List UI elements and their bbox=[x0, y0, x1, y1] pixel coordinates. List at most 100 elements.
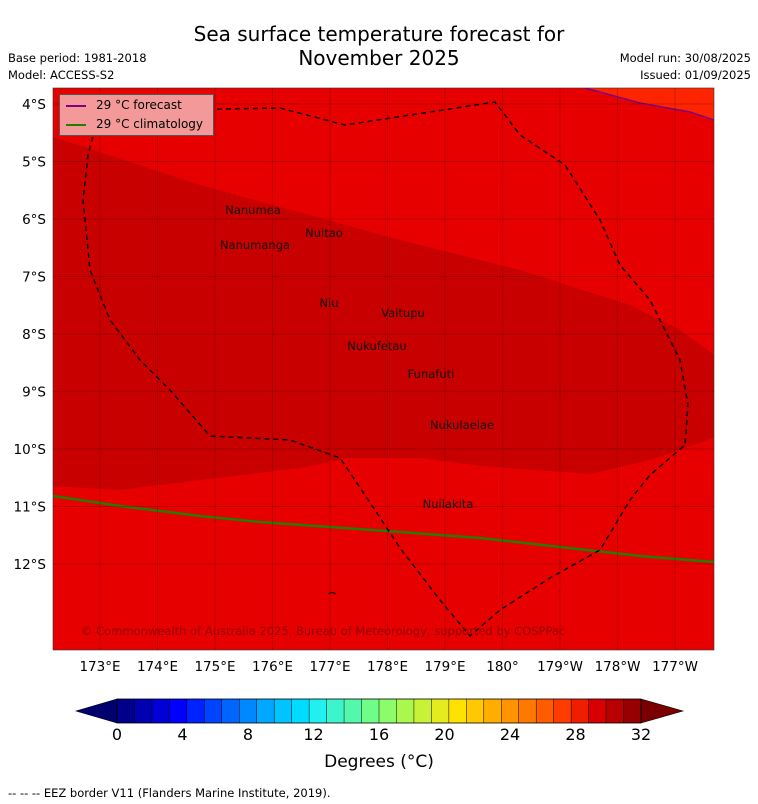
meta-left: Base period: 1981-2018 Model: ACCESS-S2 bbox=[8, 50, 147, 84]
colorbar-swatch bbox=[204, 699, 223, 723]
colorbar-swatch bbox=[448, 699, 467, 723]
island-label-nukufetau: Nukufetau bbox=[347, 339, 406, 353]
lat-tick-label: 7°S bbox=[22, 270, 46, 286]
colorbar-swatch bbox=[134, 699, 153, 723]
island-label-nanumea: Nanumea bbox=[225, 203, 281, 217]
island-labels: Nanumea Nuitao Nanumanga Niu Vaitupu Nukufeta… bbox=[220, 203, 494, 511]
climatology-29c-contour bbox=[53, 494, 714, 564]
colorbar-swatch bbox=[571, 699, 589, 723]
lat-tick-label: 11°S bbox=[14, 500, 47, 516]
legend-forecast: 29 °C forecast bbox=[66, 96, 182, 114]
island-label-funafuti: Funafuti bbox=[408, 367, 455, 381]
title-line-2: November 2025 bbox=[298, 46, 460, 70]
colorbar-swatch bbox=[221, 699, 240, 723]
title-line-1: Sea surface temperature forecast for bbox=[193, 22, 565, 46]
colorbar-swatch bbox=[396, 699, 415, 723]
colorbar-over-arrow bbox=[640, 698, 685, 724]
colorbar-swatch bbox=[151, 699, 170, 723]
latitude-axis: 4°S 5°S 6°S 7°S 8°S 9°S 10°S 11°S 12°S bbox=[14, 97, 47, 573]
colorbar-swatch bbox=[501, 699, 520, 723]
colorbar-swatch bbox=[623, 699, 642, 723]
colorbar-swatch bbox=[553, 699, 572, 723]
colorbar-tick-24: 24 bbox=[499, 725, 521, 744]
colorbar-tick-8: 8 bbox=[242, 725, 254, 744]
colorbar-tick-4: 4 bbox=[177, 725, 188, 744]
meta-right: Model run: 30/08/2025 Issued: 01/09/2025 bbox=[620, 50, 751, 84]
colorbar-tick-16: 16 bbox=[368, 725, 390, 744]
colorbar-swatch bbox=[413, 699, 432, 723]
lat-tick-label: 4°S bbox=[22, 97, 46, 113]
lon-tick-label: 178°E bbox=[367, 659, 408, 675]
map-legend: 29 °C forecast 29 °C climatology bbox=[59, 94, 214, 136]
colorbar-swatch bbox=[239, 699, 258, 723]
page-title: Sea surface temperature forecast for Nov… bbox=[0, 22, 758, 70]
colorbar-swatch bbox=[256, 699, 275, 723]
lat-tick-label: 10°S bbox=[14, 442, 47, 458]
lon-tick-label: 176°E bbox=[252, 659, 293, 675]
colorbar-tick-12: 12 bbox=[303, 725, 324, 744]
forecast-29c-contour bbox=[584, 88, 714, 121]
colorbar-swatch bbox=[309, 699, 327, 723]
lat-tick-label: 6°S bbox=[22, 212, 46, 228]
lat-tick-label: 12°S bbox=[14, 557, 47, 573]
lat-tick-label: 9°S bbox=[22, 385, 46, 401]
lon-tick-label: 178°W bbox=[595, 659, 641, 675]
colorbar-under-arrow bbox=[74, 698, 118, 724]
lon-tick-label: 177°W bbox=[652, 659, 698, 675]
colorbar-swatch bbox=[536, 699, 554, 723]
legend-climatology-label: 29 °C climatology bbox=[96, 117, 204, 131]
map-frame bbox=[52, 87, 715, 651]
sst-warmer-region bbox=[53, 137, 714, 490]
colorbar-swatch bbox=[483, 699, 502, 723]
colorbar-swatch bbox=[291, 699, 310, 723]
colorbar-swatch bbox=[518, 699, 537, 723]
lat-tick-label: 8°S bbox=[22, 327, 46, 343]
island-label-niu: Niu bbox=[319, 296, 338, 310]
colorbar-swatch bbox=[117, 699, 135, 723]
model-run: Model run: 30/08/2025 bbox=[619, 51, 751, 65]
graticule bbox=[53, 88, 714, 650]
colorbar bbox=[74, 698, 685, 724]
colorbar-swatch bbox=[344, 699, 362, 723]
model-name: Model: ACCESS-S2 bbox=[8, 68, 115, 82]
lon-tick-label: 174°E bbox=[137, 659, 178, 675]
forecast-line-swatch bbox=[66, 104, 86, 107]
colorbar-swatch bbox=[361, 699, 380, 723]
longitude-axis: 173°E 174°E 175°E 176°E 177°E 178°E 179°E 180° 1… bbox=[79, 659, 697, 675]
lat-tick-label: 5°S bbox=[22, 155, 46, 171]
colorbar-swatch bbox=[186, 699, 205, 723]
island-label-nuitao: Nuitao bbox=[305, 226, 343, 240]
small-island bbox=[327, 592, 337, 595]
colorbar-swatch bbox=[606, 699, 624, 723]
colorbar-tick-32: 32 bbox=[630, 725, 652, 744]
legend-forecast-label: 29 °C forecast bbox=[96, 98, 182, 112]
lon-tick-label: 173°E bbox=[79, 659, 120, 675]
colorbar-swatch bbox=[326, 699, 345, 723]
colorbar-frame bbox=[116, 698, 642, 724]
issued-date: Issued: 01/09/2025 bbox=[640, 68, 751, 82]
colorbar-swatch bbox=[466, 699, 485, 723]
colorbar-label: Degrees (°C) bbox=[324, 752, 434, 772]
lon-tick-label: 179°E bbox=[424, 659, 465, 675]
footnote: -- -- -- EEZ border V11 (Flanders Marine… bbox=[8, 786, 331, 800]
base-period: Base period: 1981-2018 bbox=[8, 51, 147, 65]
island-label-vaitupu: Vaitupu bbox=[381, 306, 425, 320]
lon-tick-label: 175°E bbox=[194, 659, 235, 675]
legend-climatology: 29 °C climatology bbox=[66, 115, 203, 133]
colorbar-swatch bbox=[379, 699, 397, 723]
copyright-notice: © Commonwealth of Australia 2025, Bureau… bbox=[81, 624, 566, 638]
sst-field bbox=[53, 88, 714, 650]
lon-tick-label: 179°W bbox=[537, 659, 583, 675]
colorbar-tick-0: 0 bbox=[111, 725, 123, 744]
colorbar-swatch bbox=[588, 699, 607, 723]
colorbar-swatch bbox=[274, 699, 292, 723]
climatology-line-swatch bbox=[66, 123, 86, 126]
colorbar-tick-28: 28 bbox=[565, 725, 586, 744]
colorbar-swatch bbox=[169, 699, 188, 723]
lon-tick-label: 180° bbox=[486, 659, 519, 675]
colorbar-swatch bbox=[431, 699, 450, 723]
island-label-nuilakita: Nuilakita bbox=[423, 497, 474, 511]
lon-tick-label: 177°E bbox=[309, 659, 350, 675]
island-label-nanumanga: Nanumanga bbox=[220, 238, 290, 252]
